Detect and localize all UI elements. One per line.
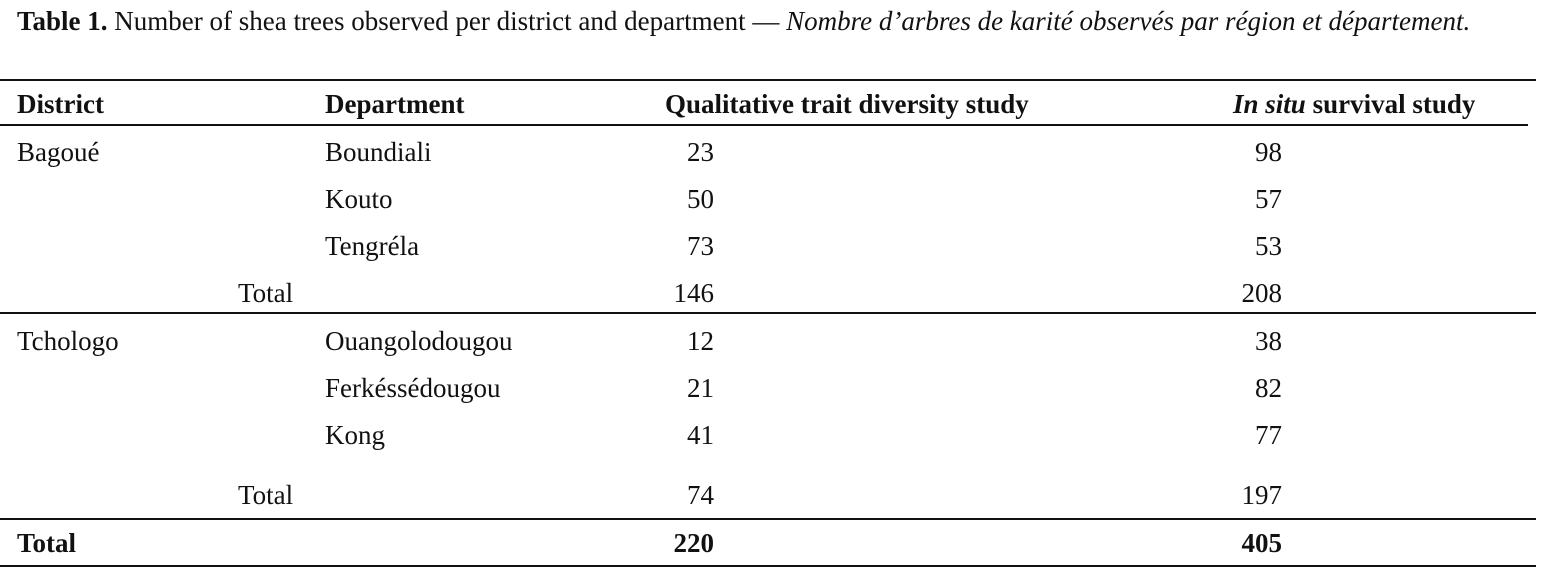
header-cell: District — [17, 89, 104, 119]
total-label: Total — [238, 278, 294, 308]
district-cell: Bagoué — [17, 137, 100, 167]
bottom-rule — [0, 565, 1536, 567]
number-cell: 146 — [673, 278, 715, 308]
department-cell: Kong — [325, 420, 385, 450]
group-rule — [0, 518, 1536, 520]
total-label: Total — [238, 480, 294, 510]
number-cell: 77 — [1255, 420, 1282, 450]
caption-french: Nombre d’arbres de karité observés par r… — [786, 6, 1471, 36]
department-cell: Ouangolodougou — [325, 326, 513, 356]
header-cell: Department — [325, 89, 465, 119]
number-cell: 197 — [1241, 480, 1283, 510]
number-cell: 12 — [687, 326, 714, 356]
number-cell: 23 — [687, 137, 714, 167]
number-cell: 38 — [1255, 326, 1282, 356]
number-cell: 405 — [1241, 528, 1283, 558]
caption-text: Number of shea trees observed per distri… — [114, 6, 780, 36]
number-cell: 21 — [687, 373, 714, 403]
number-cell: 50 — [687, 184, 714, 214]
department-cell: Ferkéssédougou — [325, 373, 501, 403]
department-cell: Kouto — [325, 184, 393, 214]
header-text: survival study — [1312, 89, 1476, 119]
number-cell: 73 — [687, 231, 714, 261]
number-cell: 82 — [1255, 373, 1282, 403]
header-rule — [0, 124, 1528, 126]
table-caption: Table 1. Number of shea trees observed p… — [17, 4, 1532, 39]
header-cell: In situ survival study — [1233, 88, 1475, 120]
number-cell: 208 — [1241, 278, 1283, 308]
grand-total-label: Total — [17, 528, 77, 558]
district-cell: Tchologo — [17, 326, 119, 356]
header-cell: Qualitative trait diversity study — [665, 89, 1029, 119]
department-cell: Boundiali — [325, 137, 432, 167]
top-rule — [0, 79, 1536, 81]
number-cell: 74 — [687, 480, 714, 510]
number-cell: 53 — [1255, 231, 1282, 261]
group-rule — [0, 312, 1536, 314]
number-cell: 220 — [673, 528, 715, 558]
number-cell: 57 — [1255, 184, 1282, 214]
caption-label: Table 1. — [17, 6, 108, 36]
header-italic: In situ — [1233, 89, 1306, 119]
number-cell: 41 — [687, 420, 714, 450]
number-cell: 98 — [1255, 137, 1282, 167]
department-cell: Tengréla — [325, 231, 420, 261]
